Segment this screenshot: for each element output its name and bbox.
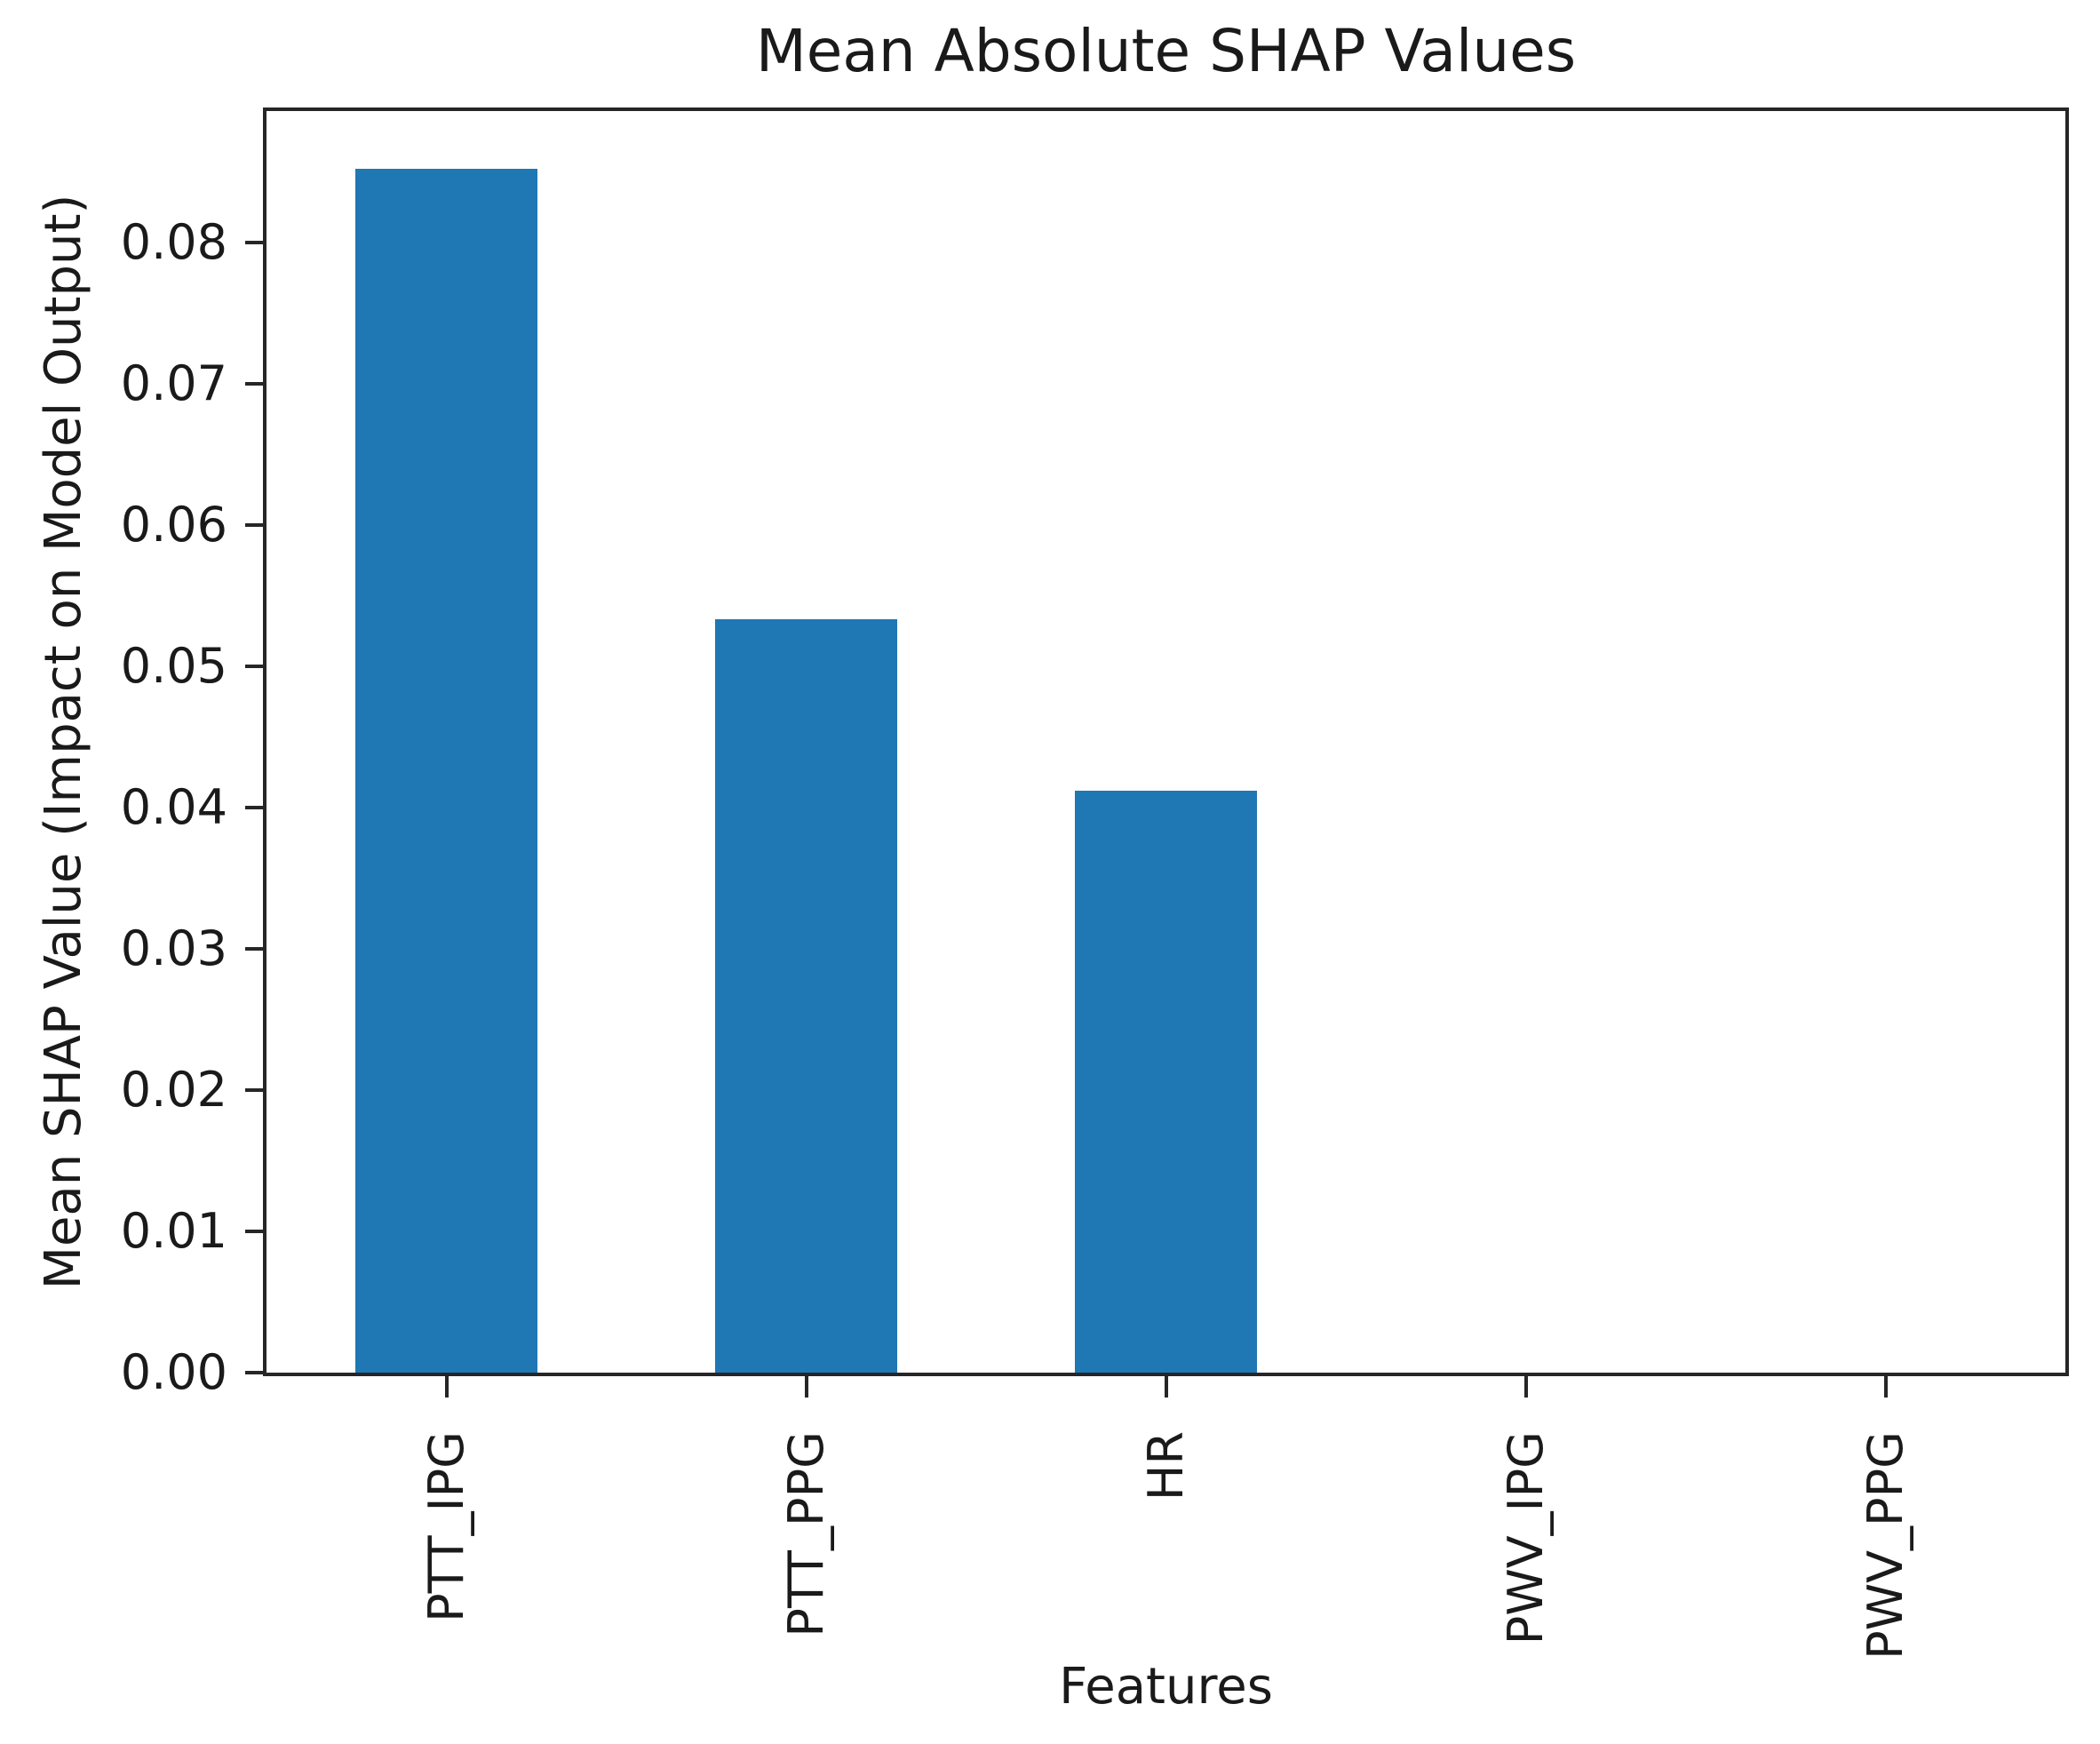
x-tick-mark (444, 1376, 449, 1398)
y-tick-mark (245, 381, 266, 386)
x-tick-label-text: HR (1137, 1431, 1194, 1501)
x-tick-mark (1883, 1376, 1888, 1398)
y-tick-mark (245, 522, 266, 527)
chart-title: Mean Absolute SHAP Values (755, 17, 1577, 85)
y-tick-mark (245, 1087, 266, 1092)
y-tick-label: 0.02 (120, 1061, 227, 1118)
y-tick-label: 0.03 (120, 920, 227, 976)
y-tick-mark (245, 664, 266, 668)
x-tick-label-text: PTT_PPG (777, 1431, 834, 1637)
y-tick-mark (245, 946, 266, 951)
y-axis-label: Mean SHAP Value (Impact on Model Output) (35, 194, 92, 1290)
bar-PTT_PPG (715, 619, 897, 1373)
x-tick-label-text: PTT_IPG (418, 1431, 474, 1622)
y-tick-label: 0.06 (120, 496, 227, 553)
y-tick-label: 0.01 (120, 1202, 227, 1259)
y-tick-mark (245, 240, 266, 244)
x-tick-mark (804, 1376, 808, 1398)
y-tick-label: 0.07 (120, 354, 227, 411)
y-tick-label: 0.04 (120, 778, 227, 835)
y-tick-label: 0.05 (120, 637, 227, 694)
y-tick-mark (245, 805, 266, 809)
bar-HR (1075, 790, 1257, 1373)
x-axis-label: Features (1059, 1658, 1273, 1716)
x-tick-mark (1164, 1376, 1168, 1398)
y-tick-label: 0.08 (120, 213, 227, 270)
y-tick-label: 0.00 (120, 1344, 227, 1400)
x-tick-label-text: PWV_PPG (1857, 1431, 1913, 1660)
x-tick-mark (1523, 1376, 1528, 1398)
bar-PTT_IPG (355, 169, 537, 1373)
x-tick-label-text: PWV_IPG (1497, 1431, 1554, 1645)
y-tick-mark (245, 1371, 266, 1374)
y-tick-mark (245, 1229, 266, 1233)
